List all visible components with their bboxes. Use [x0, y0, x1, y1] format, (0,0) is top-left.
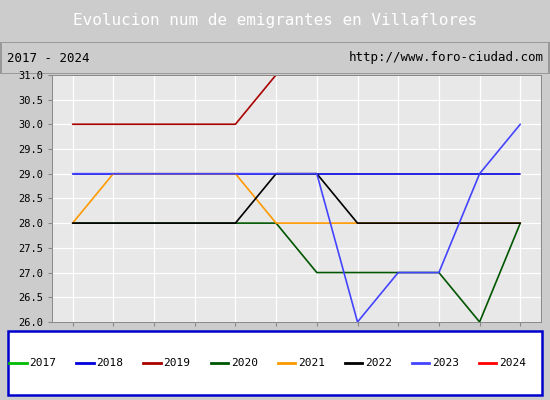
Text: 2022: 2022: [365, 358, 392, 368]
FancyBboxPatch shape: [8, 331, 542, 395]
Bar: [548, 42, 550, 74]
Text: 2019: 2019: [163, 358, 191, 368]
Bar: [0, 73, 550, 74]
Text: 2024: 2024: [499, 358, 526, 368]
Text: 2017 - 2024: 2017 - 2024: [7, 52, 89, 64]
Bar: [0, 42, 2, 74]
Text: 2018: 2018: [96, 358, 124, 368]
Text: http://www.foro-ciudad.com: http://www.foro-ciudad.com: [348, 52, 543, 64]
Text: 2021: 2021: [298, 358, 325, 368]
Text: Evolucion num de emigrantes en Villaflores: Evolucion num de emigrantes en Villaflor…: [73, 14, 477, 28]
Text: 2017: 2017: [29, 358, 57, 368]
Text: 2020: 2020: [230, 358, 258, 368]
Text: 2023: 2023: [432, 358, 459, 368]
Bar: [0, 42, 550, 43]
